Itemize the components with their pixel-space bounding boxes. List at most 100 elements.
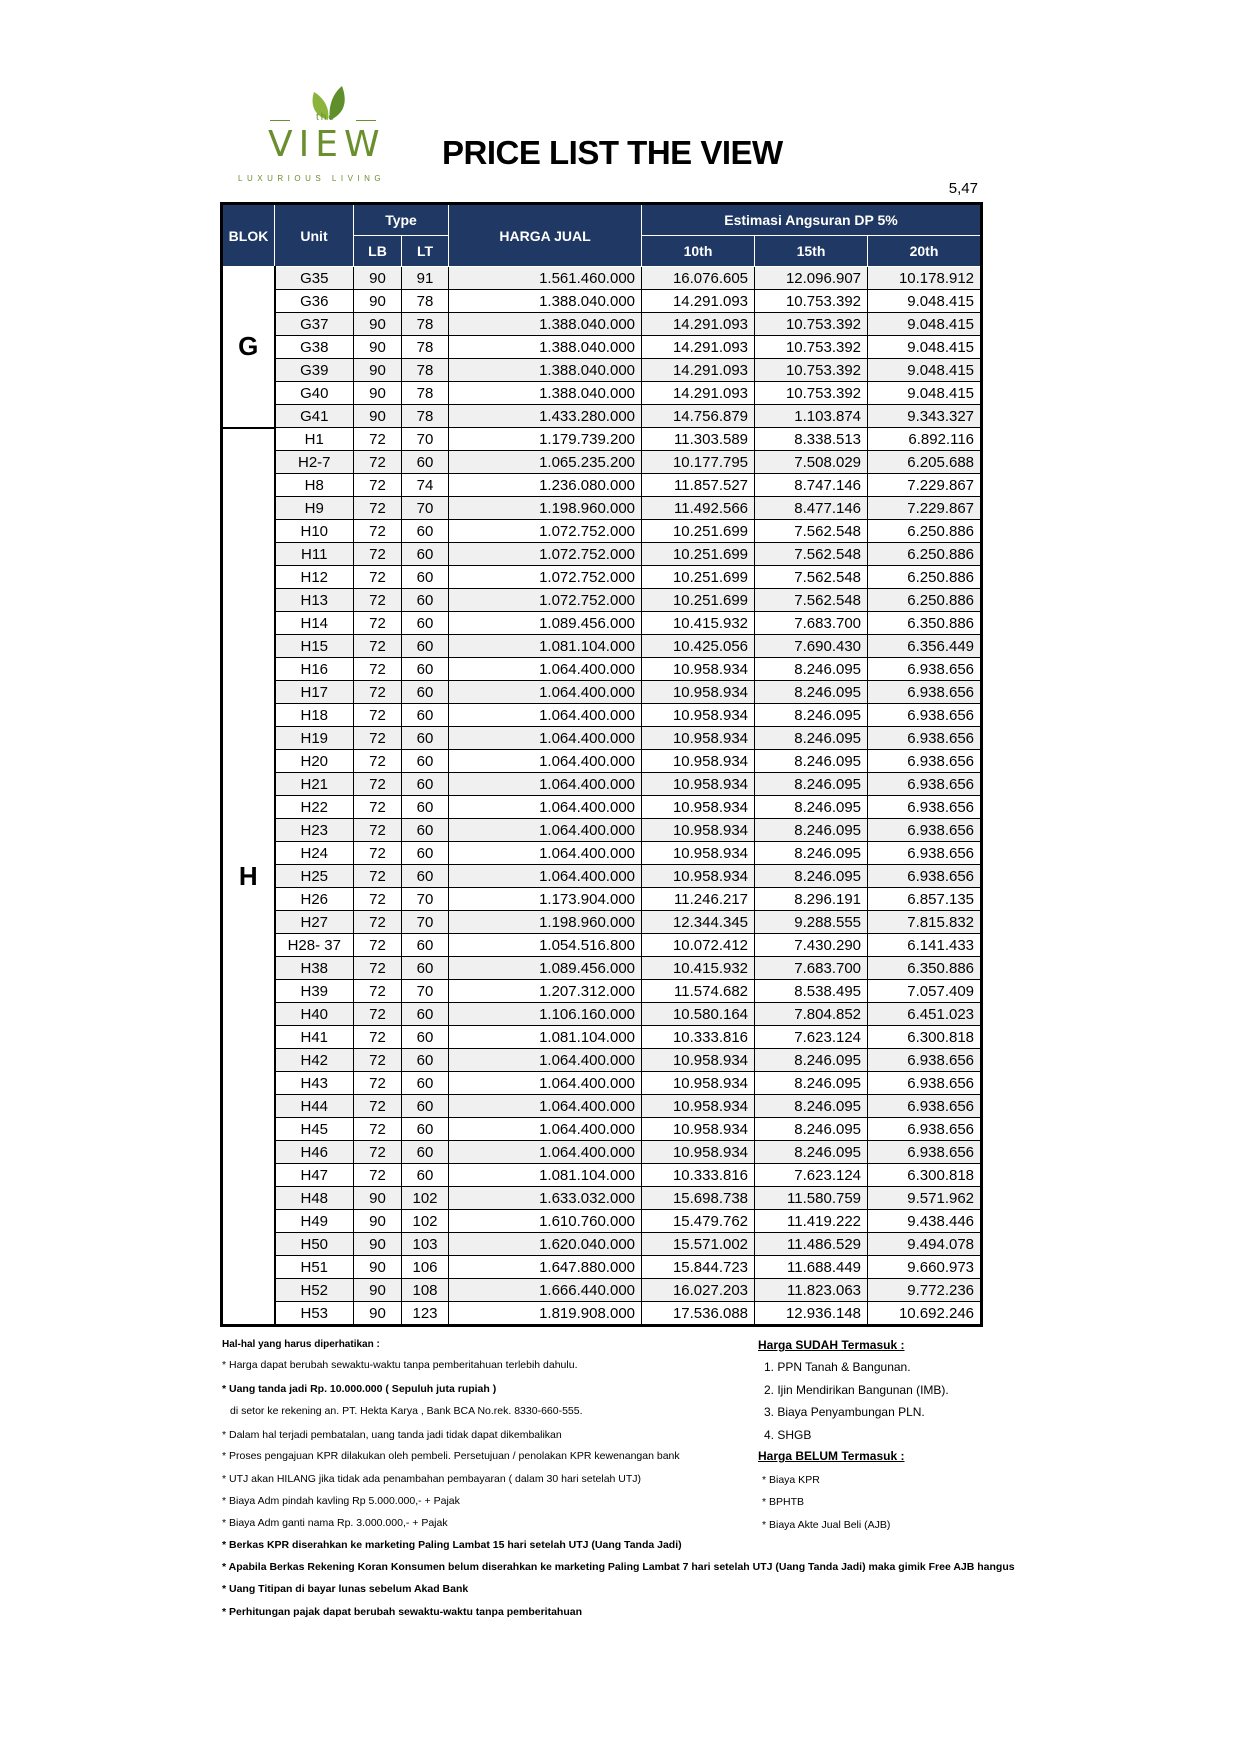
angsuran-20: 6.938.656 bbox=[867, 749, 983, 773]
table-row: H42 72 60 1.064.400.000 10.958.934 8.246.095 6… bbox=[222, 1048, 983, 1072]
price-table: BLOK Unit Type HARGA JUAL Estimasi Angsu… bbox=[220, 202, 984, 1327]
notes-title: Hal-hal yang harus diperhatikan : bbox=[222, 1339, 380, 1350]
harga-jual: 1.620.040.000 bbox=[448, 1232, 643, 1256]
harga-jual: 1.064.400.000 bbox=[448, 1071, 643, 1095]
angsuran-10: 15.571.002 bbox=[641, 1232, 756, 1256]
harga-jual: 1.064.400.000 bbox=[448, 864, 643, 888]
harga-jual: 1.064.400.000 bbox=[448, 841, 643, 865]
table-row: G38 90 78 1.388.040.000 14.291.093 10.753.392… bbox=[222, 335, 983, 359]
angsuran-20: 6.250.886 bbox=[867, 588, 983, 612]
table-row: H45 72 60 1.064.400.000 10.958.934 8.246.095 6… bbox=[222, 1117, 983, 1141]
lt: 70 bbox=[400, 496, 450, 520]
harga-jual: 1.064.400.000 bbox=[448, 818, 643, 842]
header: Type bbox=[352, 203, 450, 236]
logo-brand: VIEW bbox=[268, 124, 386, 165]
harga-jual: 1.072.752.000 bbox=[448, 588, 643, 612]
unit: G40 bbox=[274, 381, 354, 405]
unit: H38 bbox=[274, 956, 354, 980]
angsuran-15: 7.683.700 bbox=[754, 611, 869, 635]
angsuran-20: 6.938.656 bbox=[867, 818, 983, 842]
lt: 102 bbox=[400, 1209, 450, 1233]
harga-jual: 1.666.440.000 bbox=[448, 1278, 643, 1302]
angsuran-10: 14.291.093 bbox=[641, 381, 756, 405]
angsuran-10: 10.251.699 bbox=[641, 565, 756, 589]
angsuran-15: 8.246.095 bbox=[754, 1140, 869, 1164]
lt: 60 bbox=[400, 611, 450, 635]
table-row: H50 90 103 1.620.040.000 15.571.002 11.486.52… bbox=[222, 1232, 983, 1256]
angsuran-10: 10.958.934 bbox=[641, 864, 756, 888]
harga-jual: 1.054.516.800 bbox=[448, 933, 643, 957]
lt: 60 bbox=[400, 1117, 450, 1141]
angsuran-20: 9.772.236 bbox=[867, 1278, 983, 1302]
angsuran-10: 12.344.345 bbox=[641, 910, 756, 934]
angsuran-15: 11.688.449 bbox=[754, 1255, 869, 1279]
table-row: H9 72 70 1.198.960.000 11.492.566 8.477.146 7.… bbox=[222, 496, 983, 520]
unit: H12 bbox=[274, 565, 354, 589]
angsuran-10: 10.958.934 bbox=[641, 1071, 756, 1095]
blok: G bbox=[221, 266, 276, 429]
unit: H16 bbox=[274, 657, 354, 681]
table-row: H41 72 60 1.081.104.000 10.333.816 7.623.124 6… bbox=[222, 1025, 983, 1049]
angsuran-15: 11.823.063 bbox=[754, 1278, 869, 1302]
lb: 72 bbox=[353, 496, 402, 520]
angsuran-10: 10.958.934 bbox=[641, 657, 756, 681]
lb: 90 bbox=[353, 1278, 402, 1302]
note: * Uang tanda jadi Rp. 10.000.000 ( Sepul… bbox=[222, 1383, 497, 1395]
table-row: H27 72 70 1.198.960.000 12.344.345 9.288.555 7… bbox=[222, 910, 983, 934]
lb: 72 bbox=[353, 519, 402, 543]
angsuran-10: 10.958.934 bbox=[641, 726, 756, 750]
lb: 72 bbox=[353, 473, 402, 497]
lt: 60 bbox=[400, 1094, 450, 1118]
angsuran-20: 9.343.327 bbox=[867, 404, 983, 428]
lt: 60 bbox=[400, 956, 450, 980]
angsuran-20: 6.451.023 bbox=[867, 1002, 983, 1026]
lb: 72 bbox=[353, 427, 402, 451]
lt: 60 bbox=[400, 818, 450, 842]
angsuran-20: 6.356.449 bbox=[867, 634, 983, 658]
angsuran-15: 7.562.548 bbox=[754, 588, 869, 612]
table-row: H13 72 60 1.072.752.000 10.251.699 7.562.548 6… bbox=[222, 588, 983, 612]
angsuran-20: 7.229.867 bbox=[867, 473, 983, 497]
logo-rule bbox=[270, 120, 290, 121]
unit: H42 bbox=[274, 1048, 354, 1072]
table-row: H49 90 102 1.610.760.000 15.479.762 11.419.22… bbox=[222, 1209, 983, 1233]
table-row: H15 72 60 1.081.104.000 10.425.056 7.690.430 6… bbox=[222, 634, 983, 658]
lb: 72 bbox=[353, 1025, 402, 1049]
angsuran-20: 6.205.688 bbox=[867, 450, 983, 474]
note: di setor ke rekening an. PT. Hekta Karya… bbox=[230, 1405, 583, 1417]
harga-jual: 1.064.400.000 bbox=[448, 703, 643, 727]
angsuran-15: 7.804.852 bbox=[754, 1002, 869, 1026]
lt: 60 bbox=[400, 565, 450, 589]
harga-jual: 1.179.739.200 bbox=[448, 427, 643, 451]
angsuran-10: 10.958.934 bbox=[641, 1048, 756, 1072]
angsuran-15: 8.538.495 bbox=[754, 979, 869, 1003]
angsuran-10: 10.425.056 bbox=[641, 634, 756, 658]
angsuran-20: 7.057.409 bbox=[867, 979, 983, 1003]
excluded-item: * Biaya KPR bbox=[762, 1474, 820, 1486]
lb: 90 bbox=[353, 1209, 402, 1233]
angsuran-20: 6.938.656 bbox=[867, 1071, 983, 1095]
table-row: H23 72 60 1.064.400.000 10.958.934 8.246.095 6… bbox=[222, 818, 983, 842]
angsuran-10: 10.333.816 bbox=[641, 1025, 756, 1049]
lb: 72 bbox=[353, 887, 402, 911]
lb: 72 bbox=[353, 956, 402, 980]
harga-jual: 1.064.400.000 bbox=[448, 726, 643, 750]
excluded-item: * BPHTB bbox=[762, 1496, 805, 1508]
harga-jual: 1.388.040.000 bbox=[448, 289, 643, 313]
table-row: H10 72 60 1.072.752.000 10.251.699 7.562.548 6… bbox=[222, 519, 983, 543]
angsuran-20: 9.048.415 bbox=[867, 358, 983, 382]
angsuran-10: 14.291.093 bbox=[641, 289, 756, 313]
corner-value: 5,47 bbox=[948, 180, 978, 197]
angsuran-20: 9.048.415 bbox=[867, 381, 983, 405]
logo-leaves bbox=[312, 86, 345, 120]
lt: 60 bbox=[400, 772, 450, 796]
note: * Dalam hal terjadi pembatalan, uang tan… bbox=[222, 1429, 562, 1441]
angsuran-10: 11.857.527 bbox=[641, 473, 756, 497]
blok: H bbox=[221, 427, 276, 1327]
angsuran-20: 6.938.656 bbox=[867, 703, 983, 727]
angsuran-15: 8.246.095 bbox=[754, 1071, 869, 1095]
table-row: G39 90 78 1.388.040.000 14.291.093 10.753.392… bbox=[222, 358, 983, 382]
angsuran-10: 10.958.934 bbox=[641, 680, 756, 704]
header: HARGA JUAL bbox=[448, 203, 643, 267]
harga-jual: 1.064.400.000 bbox=[448, 1140, 643, 1164]
